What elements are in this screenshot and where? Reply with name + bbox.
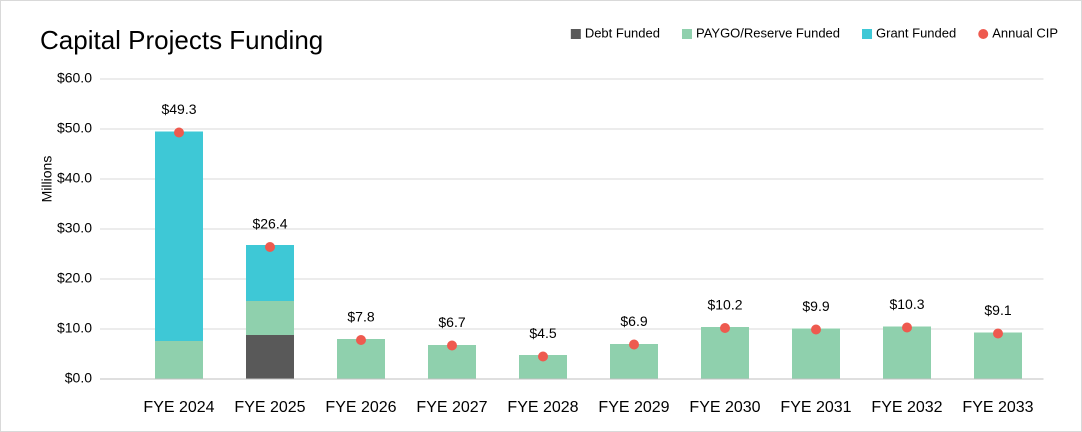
- y-tick-label: $0.0: [65, 370, 92, 386]
- y-axis-label: Millions: [39, 156, 55, 203]
- legend-item: PAYGO/Reserve Funded: [681, 25, 840, 40]
- x-tick-label: FYE 2027: [416, 399, 487, 416]
- x-tick-label: FYE 2030: [689, 399, 760, 416]
- data-label: $7.8: [347, 309, 374, 325]
- bar-segment: [246, 301, 294, 335]
- bar-segment: [883, 326, 931, 379]
- cip-dot: [265, 242, 275, 252]
- data-label: $9.9: [802, 298, 829, 314]
- bar-segment: [337, 339, 385, 379]
- x-tick-label: FYE 2026: [325, 399, 396, 416]
- bar-segment: [246, 335, 294, 379]
- data-label: $6.9: [620, 313, 647, 329]
- cip-dot: [993, 328, 1003, 339]
- data-label: $10.2: [707, 297, 742, 313]
- legend-text: Grant Funded: [876, 25, 956, 40]
- x-tick-label: FYE 2028: [507, 399, 578, 416]
- bar-segment: [974, 332, 1022, 379]
- bar-segment: [701, 327, 749, 379]
- bar-segment: [792, 328, 840, 379]
- legend-swatch: [978, 29, 989, 39]
- x-tick-label: FYE 2025: [234, 399, 305, 416]
- bar-segment: [610, 344, 658, 379]
- x-tick-label: FYE 2031: [780, 399, 851, 416]
- data-label: $6.7: [438, 314, 465, 330]
- legend-item: Grant Funded: [862, 25, 956, 40]
- y-tick-label: $60.0: [57, 70, 92, 86]
- y-tick-label: $20.0: [57, 270, 92, 286]
- data-label: $9.1: [984, 302, 1011, 318]
- y-tick-label: $10.0: [57, 320, 92, 336]
- y-tick-label: $30.0: [57, 220, 92, 236]
- bar-segment: [155, 341, 203, 379]
- y-tick-label: $50.0: [57, 120, 92, 136]
- legend-text: Debt Funded: [585, 25, 660, 40]
- cip-dot: [720, 323, 730, 333]
- cip-dot: [629, 339, 639, 350]
- chart-title: Capital Projects Funding: [40, 25, 323, 55]
- data-label: $49.3: [161, 101, 196, 117]
- x-tick-label: FYE 2033: [962, 399, 1033, 416]
- data-label: $10.3: [889, 296, 924, 312]
- data-label: $26.4: [252, 216, 287, 232]
- legend-item: Annual CIP: [978, 25, 1058, 40]
- cip-dot: [538, 351, 548, 362]
- legend-swatch: [862, 29, 873, 39]
- cip-dot: [356, 335, 366, 345]
- legend-text: PAYGO/Reserve Funded: [696, 25, 840, 40]
- legend-text: Annual CIP: [992, 25, 1058, 40]
- bar-segment: [428, 345, 476, 379]
- bar-segment: [246, 245, 294, 301]
- legend-swatch: [570, 29, 581, 39]
- y-tick-label: $40.0: [57, 170, 92, 186]
- x-tick-label: FYE 2029: [598, 399, 669, 416]
- cip-dot: [902, 322, 912, 333]
- cip-dot: [447, 340, 457, 351]
- x-tick-label: FYE 2024: [143, 399, 214, 416]
- legend-swatch: [681, 29, 692, 39]
- cip-dot: [174, 127, 184, 138]
- x-tick-label: FYE 2032: [871, 399, 942, 416]
- cip-dot: [811, 324, 821, 335]
- bar-segment: [155, 131, 203, 341]
- legend-item: Debt Funded: [570, 25, 660, 40]
- data-label: $4.5: [529, 325, 556, 341]
